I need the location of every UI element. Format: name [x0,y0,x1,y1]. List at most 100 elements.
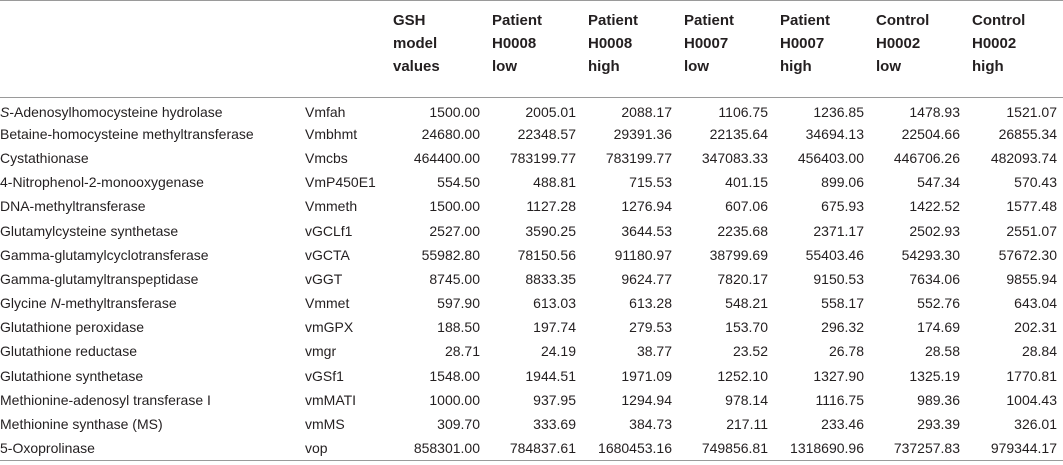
enzyme-name-text: -Adenosylhomocysteine hydrolase [9,103,223,120]
column-header: Control H0002 high [966,1,1063,98]
enzyme-name-text: Glutathione peroxidase [0,319,144,336]
value-cell: 55403.46 [805,246,864,263]
enzyme-name-cell: 4-Nitrophenol-2-monooxygenase [0,170,299,194]
table-row: Betaine-homocysteine methyltransferase Vm… [0,122,1063,146]
value-cell: 9624.77 [621,270,672,287]
header-row: GSH model values Patient H0008 low Patient H000… [0,0,1063,98]
value-cell: 9855.94 [1006,270,1057,287]
value-cell: 28.84 [1021,343,1057,360]
table-row: DNA-methyltransferase Vmmeth 1500.00 1127.2… [0,194,1063,218]
value-cell: 3644.53 [621,222,672,239]
value-cell: 174.69 [917,319,960,336]
value-cell: 2551.07 [1006,222,1057,239]
value-cell: 347083.33 [701,149,768,166]
enzyme-name-cell: Cystathionase [0,146,299,170]
table-row: Glutathione reductase vmgr 28.71 24.19 38.77… [0,339,1063,363]
value-cell: 1422.52 [909,198,960,215]
value-cell: 29391.36 [613,125,672,142]
value-cell: 552.76 [917,295,960,312]
value-cell: 1548.00 [429,367,480,384]
value-cell: 2527.00 [429,222,480,239]
value-cell: 26.78 [828,343,864,360]
enzyme-name-cell: Gamma-glutamyltranspeptidase [0,267,299,291]
value-cell: 24.19 [540,343,576,360]
value-cell: 309.70 [437,416,480,433]
value-cell: 749856.81 [701,439,768,456]
value-cell: 38.77 [636,343,672,360]
table-body: S-Adenosylhomocysteine hydrolase Vmfah 150… [0,98,1063,461]
value-cell: 1116.75 [815,391,864,408]
value-cell: 2088.17 [621,103,672,120]
parameter-cell: vGCTA [305,246,350,263]
enzyme-name-text: Methionine-adenosyl transferase I [0,391,211,408]
header-parameter-blank [299,1,387,98]
parameter-cell: Vmcbs [305,149,348,166]
enzyme-name-tail: -methyltransferase [60,295,177,312]
value-cell: 558.17 [821,295,864,312]
enzyme-name-cell: S-Adenosylhomocysteine hydrolase [0,98,299,122]
value-cell: 597.90 [437,295,480,312]
parameter-cell: vGGT [305,270,343,287]
column-header-line: Patient [492,12,543,29]
column-header-line: values [393,58,440,75]
table-row: Gamma-glutamyltranspeptidase vGGT 8745.00 8… [0,267,1063,291]
enzyme-name-text: DNA-methyltransferase [0,198,146,215]
value-cell: 296.32 [821,319,864,336]
value-cell: 23.52 [732,343,768,360]
value-cell: 26855.34 [998,125,1057,142]
enzyme-name-cell: Glutathione synthetase [0,364,299,388]
value-cell: 333.69 [533,416,576,433]
table-row: Gamma-glutamylcyclotransferase vGCTA 55982… [0,243,1063,267]
table-header: GSH model values Patient H0008 low Patient H000… [0,0,1063,98]
value-cell: 1325.19 [909,367,960,384]
column-header: Patient H0008 low [486,1,582,98]
enzyme-name-text: Cystathionase [0,149,89,166]
table-row: 5-Oxoprolinase vop 858301.00 784837.61 16804… [0,436,1063,461]
column-header-line: H0002 [876,35,921,52]
value-cell: 188.50 [437,319,480,336]
header-enzyme-blank [0,1,299,98]
value-cell: 22504.66 [901,125,960,142]
enzyme-name-text: Glutathione synthetase [0,367,144,384]
value-cell: 570.43 [1014,174,1057,191]
value-cell: 217.11 [726,416,768,433]
parameter-cell: vGSf1 [305,367,344,384]
parameter-cell: Vmmeth [305,198,358,215]
value-cell: 78150.56 [517,246,576,263]
value-cell: 197.74 [533,319,576,336]
value-cell: 464400.00 [413,149,480,166]
value-cell: 1478.93 [909,103,960,120]
value-cell: 153.70 [725,319,768,336]
parameter-cell: vmgr [305,343,337,360]
value-cell: 446706.26 [893,149,960,166]
table-row: Cystathionase Vmcbs 464400.00 783199.77 7831… [0,146,1063,170]
table-row: 4-Nitrophenol-2-monooxygenase VmP450E1 554… [0,170,1063,194]
value-cell: 1252.10 [717,367,768,384]
value-cell: 1000.00 [429,391,480,408]
enzyme-name-cell: Methionine-adenosyl transferase I [0,388,299,412]
enzyme-name-cell: Glutathione peroxidase [0,315,299,339]
column-header-line: H0007 [684,35,729,52]
enzyme-name-italic-prefix: S [0,103,10,120]
enzyme-name-cell: 5-Oxoprolinase [0,436,299,460]
column-header-line: H0008 [492,35,537,52]
column-header: Patient H0007 high [774,1,870,98]
column-header-line: Patient [588,12,639,29]
value-cell: 1004.43 [1006,391,1057,408]
value-cell: 675.93 [821,198,864,215]
column-header-line: low [684,58,709,75]
value-cell: 38799.69 [709,246,768,263]
value-cell: 715.53 [629,174,672,191]
column-header-line: high [972,58,1004,75]
column-header: GSH model values [387,1,486,98]
value-cell: 1106.75 [718,103,768,120]
enzyme-name-cell: Glutamylcysteine synthetase [0,218,299,242]
enzyme-name-text: Betaine-homocysteine methyltransferase [0,125,254,142]
value-cell: 1770.81 [1006,367,1057,384]
parameter-cell: vmMS [305,416,345,433]
value-cell: 279.53 [629,319,672,336]
value-cell: 989.36 [917,391,960,408]
value-cell: 1276.94 [621,198,672,215]
value-cell: 783199.77 [605,149,672,166]
enzyme-name-text: Glycine [0,295,51,312]
